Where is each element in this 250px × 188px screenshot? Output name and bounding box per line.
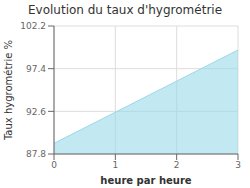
- svg-text:3: 3: [235, 160, 241, 170]
- svg-text:92.6: 92.6: [26, 107, 46, 117]
- svg-text:97.4: 97.4: [26, 64, 46, 74]
- svg-text:102.2: 102.2: [20, 21, 46, 31]
- svg-text:87.8: 87.8: [26, 149, 46, 159]
- svg-text:0: 0: [51, 160, 57, 170]
- svg-text:heure par heure: heure par heure: [100, 175, 191, 186]
- html-text:Evolution du taux d'hygrométri: Evolution du taux d'hygrométrie: [28, 3, 222, 17]
- svg-text:Taux hygrométrie %: Taux hygrométrie %: [8, 40, 14, 141]
- svg-text:2: 2: [174, 160, 180, 170]
- svg-text:1: 1: [112, 160, 118, 170]
